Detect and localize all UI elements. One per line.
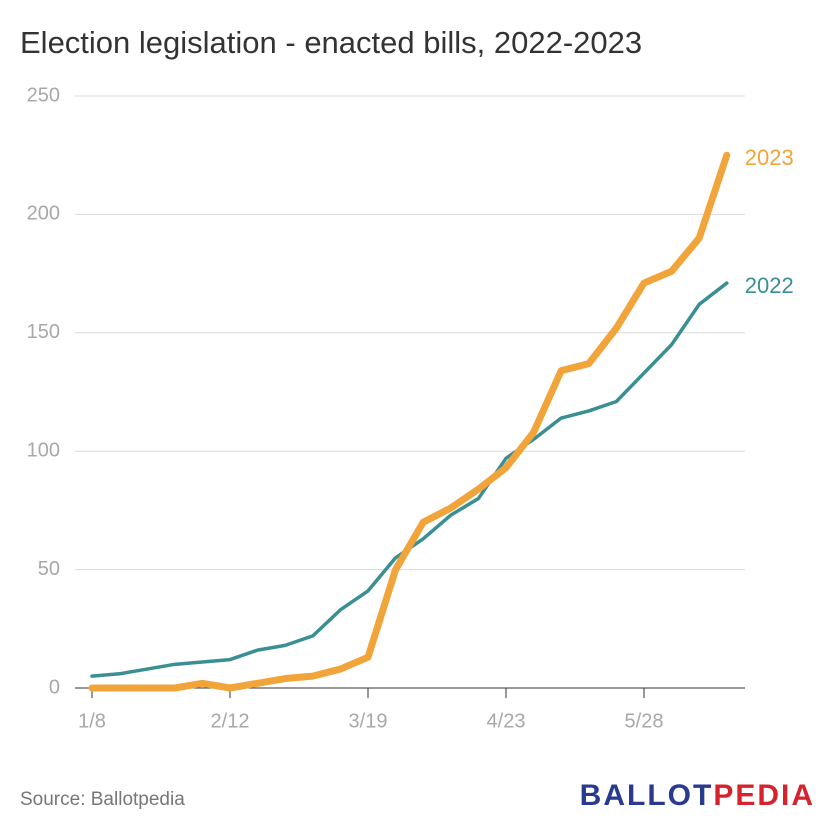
line (90, 281, 729, 678)
x-tick-label: 3/19 (349, 710, 388, 732)
y-tick-label: 100 (27, 439, 60, 461)
logo-part: BALLOT (580, 779, 714, 812)
y-tick-label: 50 (38, 558, 60, 580)
line (88, 151, 731, 692)
x-tick-label: 1/8 (78, 710, 106, 732)
chart-title: Election legislation - enacted bills, 20… (20, 25, 642, 60)
source: Source: Ballotpedia (20, 789, 185, 810)
x-tick-label: 5/28 (625, 710, 664, 732)
series-label: 2022 (745, 273, 794, 298)
y-tick-label: 0 (49, 676, 60, 698)
x-tick-label: 4/23 (487, 710, 526, 732)
y-tick-label: 250 (27, 84, 60, 106)
series-label: 2023 (745, 145, 794, 170)
logo: BALLOTPEDIA (580, 779, 815, 812)
logo-part: PEDIA (713, 779, 815, 812)
y-tick-label: 150 (27, 321, 60, 343)
x-tick-label: 2/12 (211, 710, 250, 732)
y-tick-label: 200 (27, 203, 60, 225)
